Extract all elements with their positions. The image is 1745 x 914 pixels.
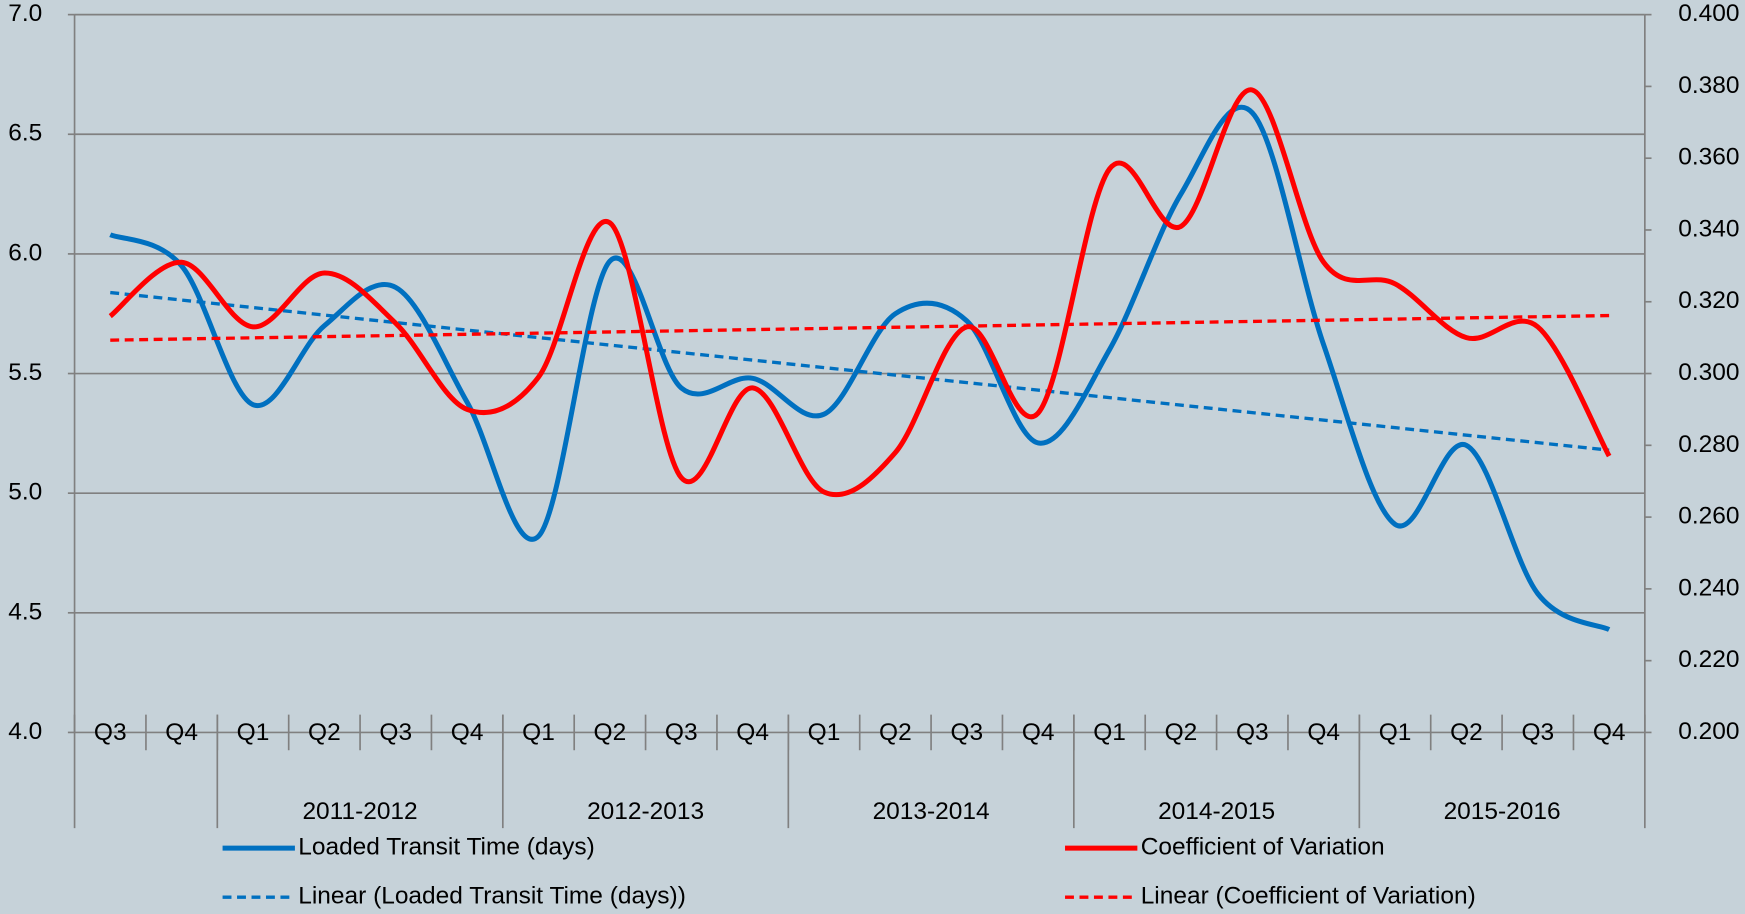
x-tick-label: Q4	[1022, 719, 1055, 746]
legend-label: Coefficient of Variation	[1141, 834, 1385, 861]
x-tick-label: Q2	[1165, 719, 1198, 746]
x-tick-label: Q2	[1450, 719, 1483, 746]
x-tick-label: Q3	[1236, 719, 1269, 746]
x-tick-label: Q3	[379, 719, 412, 746]
y2-tick-label: 0.340	[1678, 215, 1739, 242]
x-tick-label: Q3	[1521, 719, 1554, 746]
x-tick-label: Q1	[1379, 719, 1412, 746]
x-group-label: 2013-2014	[873, 798, 990, 825]
y-tick-label: 6.0	[8, 239, 42, 266]
x-tick-label: Q3	[950, 719, 983, 746]
legend-label: Linear (Loaded Transit Time (days))	[298, 883, 686, 910]
x-tick-label: Q4	[736, 719, 769, 746]
legend-label: Linear (Coefficient of Variation)	[1141, 883, 1476, 910]
x-tick-label: Q2	[308, 719, 341, 746]
trendline	[110, 290, 1610, 452]
x-group-label: 2014-2015	[1158, 798, 1275, 825]
y2-tick-label: 0.360	[1678, 144, 1739, 171]
y-tick-label: 7.0	[8, 0, 42, 27]
x-tick-label: Q2	[879, 719, 912, 746]
y2-tick-label: 0.400	[1678, 0, 1739, 27]
x-tick-label: Q3	[665, 719, 698, 746]
y2-tick-label: 0.220	[1678, 646, 1739, 673]
x-tick-label: Q1	[1093, 719, 1126, 746]
y2-tick-label: 0.200	[1678, 718, 1739, 745]
y2-tick-label: 0.320	[1678, 287, 1739, 314]
y2-tick-label: 0.240	[1678, 574, 1739, 601]
x-tick-label: Q4	[165, 719, 198, 746]
y2-tick-label: 0.280	[1678, 431, 1739, 458]
x-tick-label: Q3	[94, 719, 127, 746]
x-group-label: 2012-2013	[587, 798, 704, 825]
y-tick-label: 4.0	[8, 718, 42, 745]
y2-tick-label: 0.260	[1678, 503, 1739, 530]
x-tick-label: Q4	[451, 719, 484, 746]
x-tick-label: Q4	[1593, 719, 1626, 746]
y2-tick-label: 0.300	[1678, 359, 1739, 386]
y-tick-label: 5.0	[8, 479, 42, 506]
x-tick-label: Q1	[237, 719, 270, 746]
trendline	[110, 313, 1610, 342]
x-group-label: 2015-2016	[1444, 798, 1561, 825]
x-tick-label: Q4	[1307, 719, 1340, 746]
x-tick-label: Q2	[594, 719, 627, 746]
series-line	[109, 104, 1611, 632]
y2-tick-label: 0.380	[1678, 72, 1739, 99]
x-tick-label: Q1	[808, 719, 841, 746]
series-line	[108, 87, 1612, 498]
x-group-label: 2011-2012	[302, 798, 417, 825]
y-tick-label: 6.5	[8, 120, 42, 147]
y-tick-label: 4.5	[8, 598, 42, 625]
y-tick-label: 5.5	[8, 359, 42, 386]
legend-label: Loaded Transit Time (days)	[298, 834, 594, 861]
x-tick-label: Q1	[522, 719, 555, 746]
